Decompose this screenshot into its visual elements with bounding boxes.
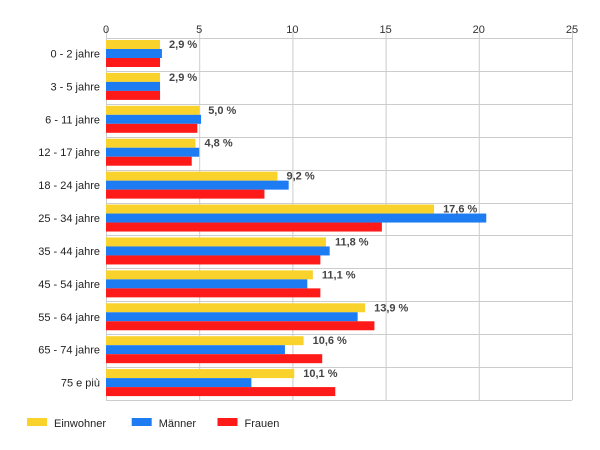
category-label: 45 - 54 jahre — [38, 279, 100, 291]
bar-männer — [106, 180, 289, 190]
bar-männer — [106, 81, 161, 91]
category-label: 55 - 64 jahre — [38, 312, 100, 324]
data-label: 9,2 % — [286, 171, 314, 183]
legend-label: Männer — [159, 418, 197, 430]
bar-männer — [106, 213, 487, 223]
data-label: 10,1 % — [303, 368, 337, 380]
bar-einwohner — [106, 72, 161, 82]
bar-frauen — [106, 255, 321, 265]
x-tick-label: 0 — [103, 24, 109, 36]
grid-lines — [106, 28, 573, 401]
bar-einwohner — [106, 336, 304, 346]
bar-einwohner — [106, 369, 295, 379]
data-label: 2,9 % — [169, 72, 197, 84]
data-labels: 2,9 % 2,9 % 5,0 % 4,8 % 9,2 % 17,6 % 11,8 % 11,… — [169, 39, 477, 380]
category-label: 65 - 74 jahre — [38, 345, 100, 357]
bar-männer — [106, 147, 200, 157]
bar-männer — [106, 49, 162, 58]
bar-frauen — [106, 222, 382, 232]
legend-swatch-einwohner — [27, 418, 47, 426]
category-label: 25 - 34 jahre — [38, 213, 100, 225]
bar-frauen — [106, 288, 321, 298]
bar-frauen — [106, 90, 161, 100]
data-label: 4,8 % — [204, 138, 232, 150]
x-tick-label: 15 — [379, 24, 391, 36]
category-label: 18 - 24 jahre — [38, 180, 100, 192]
data-label: 11,8 % — [335, 236, 369, 248]
bar-männer — [106, 246, 330, 256]
bar-frauen — [106, 354, 323, 364]
bar-männer — [106, 279, 308, 289]
data-label: 5,0 % — [208, 105, 236, 117]
bar-männer — [106, 312, 358, 322]
bar-einwohner — [106, 204, 435, 214]
data-label: 17,6 % — [443, 204, 477, 216]
data-label: 13,9 % — [374, 302, 408, 314]
bar-frauen — [106, 387, 336, 397]
bar-frauen — [106, 189, 265, 199]
category-labels: 0 - 2 jahre 3 - 5 jahre 6 - 11 jahre 12 - 1… — [38, 49, 100, 390]
bar-einwohner — [106, 270, 313, 280]
x-tick-label: 10 — [286, 24, 298, 36]
bar-einwohner — [106, 171, 278, 181]
x-tick-label: 20 — [473, 24, 485, 36]
legend-swatch-männer — [131, 418, 152, 426]
data-label: 11,1 % — [322, 269, 356, 281]
category-label: 12 - 17 jahre — [38, 147, 100, 159]
legend-label: Einwohner — [54, 418, 106, 430]
category-label: 3 - 5 jahre — [50, 81, 100, 93]
data-label: 2,9 % — [169, 39, 197, 51]
category-label: 6 - 11 jahre — [45, 114, 100, 126]
bars — [106, 40, 487, 397]
bar-frauen — [106, 58, 161, 67]
bar-einwohner — [106, 40, 161, 49]
x-tick-label: 25 — [566, 24, 578, 36]
bar-einwohner — [106, 105, 200, 115]
data-label: 10,6 % — [313, 335, 347, 347]
bar-einwohner — [106, 303, 366, 313]
legend-swatch-frauen — [217, 418, 238, 426]
legend-label: Frauen — [245, 418, 280, 430]
bar-männer — [106, 114, 202, 124]
bar-einwohner — [106, 138, 196, 148]
bar-einwohner — [106, 237, 326, 247]
x-tick-label: 5 — [196, 24, 202, 36]
bar-frauen — [106, 321, 375, 331]
bar-männer — [106, 345, 285, 355]
bar-männer — [106, 378, 252, 388]
bar-frauen — [106, 156, 192, 166]
x-axis-ticks: 0 5 10 15 20 25 — [103, 24, 578, 36]
category-label: 75 e più — [61, 378, 100, 390]
bar-frauen — [106, 123, 198, 133]
category-label: 0 - 2 jahre — [50, 49, 100, 61]
legend: Einwohner Männer Frauen — [27, 418, 279, 430]
category-label: 35 - 44 jahre — [38, 246, 100, 258]
